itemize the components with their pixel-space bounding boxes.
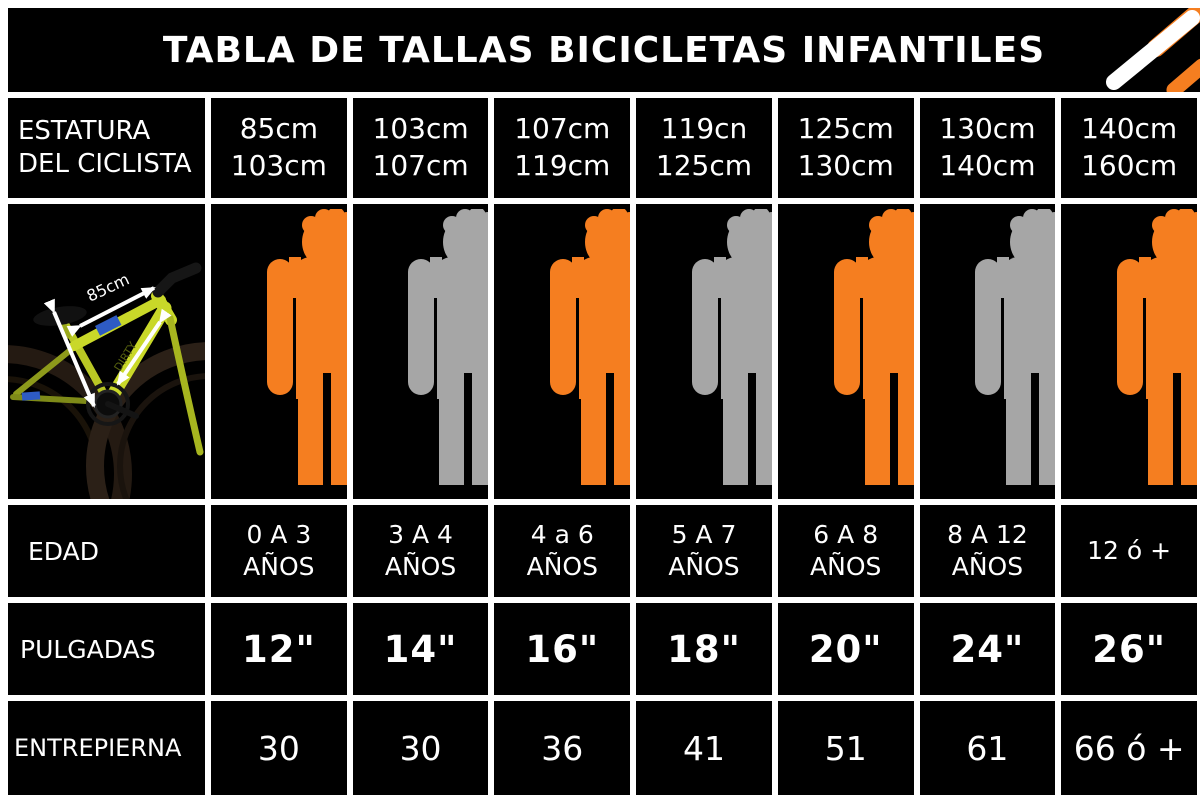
pulgadas-value-cell: 16" (494, 603, 631, 695)
entrepierna-value-cell: 30 (211, 701, 347, 795)
edad-unit: AÑOS (526, 552, 598, 581)
estatura-max: 119cm (514, 149, 611, 182)
pulgadas-value-cell: 24" (919, 603, 1056, 695)
estatura-value-cell: 125cm 130cm (777, 98, 914, 198)
person-silhouette-icon (692, 209, 772, 485)
edad-unit: AÑOS (810, 552, 882, 581)
edad-range: 5 A 7 (671, 519, 737, 549)
edad-value-cell: 12 ó + (1061, 505, 1197, 597)
header-band: TABLA DE TALLAS BICICLETAS INFANTILES (8, 8, 1200, 92)
edad-label-cell: EDAD (8, 505, 205, 597)
pulgadas-label-cell: PULGADAS (8, 603, 205, 695)
estatura-min: 103cm (372, 112, 469, 146)
figure-cell (777, 204, 914, 499)
person-silhouette-icon (975, 209, 1055, 485)
estatura-max: 140cm (939, 149, 1036, 182)
estatura-value-cell: 119cn 125cm (636, 98, 772, 198)
bike-photo-cell: DIRTY 85cm (8, 204, 205, 499)
pulgadas-value-cell: 14" (352, 603, 489, 695)
estatura-max: 160cm (1081, 149, 1178, 182)
estatura-value-cell: 103cm 107cm (352, 98, 489, 198)
edad-label: EDAD (28, 536, 99, 566)
edad-range: 4 a 6 (530, 519, 594, 549)
estatura-value-cell: 85cm 103cm (211, 98, 347, 198)
figure-cell (352, 204, 489, 499)
edad-range: 6 A 8 (813, 519, 879, 549)
estatura-value-cell: 130cm 140cm (919, 98, 1056, 198)
estatura-max: 125cm (655, 149, 753, 182)
estatura-label-line2: DEL CICLISTA (18, 149, 192, 179)
estatura-value-cell: 107cm 119cm (494, 98, 631, 198)
estatura-max: 107cm (372, 149, 469, 182)
person-silhouette-icon (267, 209, 347, 485)
estatura-max: 130cm (797, 149, 894, 182)
person-silhouette-icon (834, 209, 914, 485)
edad-value-cell: 8 A 12 AÑOS (919, 505, 1056, 597)
estatura-min: 107cm (514, 112, 611, 146)
entrepierna-value-cell: 51 (777, 701, 914, 795)
page-title: TABLA DE TALLAS BICICLETAS INFANTILES (162, 29, 1046, 71)
edad-value-cell: 4 a 6 AÑOS (494, 505, 631, 597)
pulgadas-value-cell: 12" (211, 603, 347, 695)
figure-cell (1061, 204, 1197, 499)
estatura-min: 140cm (1081, 112, 1178, 146)
entrepierna-value-cell: 41 (636, 701, 772, 795)
figure-cell (211, 204, 347, 499)
estatura-min: 119cn (660, 112, 748, 146)
standover-arrow (43, 298, 96, 408)
person-silhouette-icon (1117, 209, 1197, 485)
figure-cell (919, 204, 1056, 499)
edad-value-cell: 0 A 3 AÑOS (211, 505, 347, 597)
edad-range: 0 A 3 (246, 519, 312, 549)
pulgadas-value-cell: 26" (1061, 603, 1197, 695)
edad-unit: AÑOS (243, 552, 315, 581)
estatura-value-cell: 140cm 160cm (1061, 98, 1197, 198)
brand-logo (1106, 8, 1200, 92)
estatura-min: 130cm (939, 112, 1036, 146)
person-silhouette-icon (550, 209, 630, 485)
entrepierna-label: ENTREPIERNA (14, 734, 182, 762)
entrepierna-value-cell: 30 (352, 701, 489, 795)
size-table: ESTATURA DEL CICLISTA 85cm 103cm 103cm 1… (8, 98, 1197, 795)
estatura-label-cell: ESTATURA DEL CICLISTA (8, 98, 205, 198)
pulgadas-value-cell: 20" (777, 603, 914, 695)
downtube-arrow (116, 308, 172, 386)
edad-unit: AÑOS (384, 552, 457, 581)
edad-unit: AÑOS (668, 552, 740, 581)
entrepierna-value-cell: 61 (919, 701, 1056, 795)
estatura-max: 103cm (230, 149, 327, 182)
edad-value-cell: 6 A 8 AÑOS (777, 505, 914, 597)
edad-range: 3 A 4 (388, 519, 453, 549)
estatura-label-line1: ESTATURA (18, 115, 151, 146)
edad-value-cell: 5 A 7 AÑOS (636, 505, 772, 597)
edad-range: 12 ó + (1087, 535, 1172, 565)
entrepierna-value-cell: 36 (494, 701, 631, 795)
pulgadas-label: PULGADAS (20, 634, 156, 664)
edad-value-cell: 3 A 4 AÑOS (352, 505, 489, 597)
figure-cell (494, 204, 631, 499)
pulgadas-value-cell: 18" (636, 603, 772, 695)
entrepierna-value-cell: 66 ó + (1061, 701, 1197, 795)
bike-frame-illustration: DIRTY 85cm (8, 204, 205, 499)
person-silhouette-icon (408, 209, 488, 485)
estatura-min: 85cm (239, 112, 318, 146)
figure-cell (636, 204, 772, 499)
edad-range: 8 A 12 (947, 519, 1028, 549)
entrepierna-label-cell: ENTREPIERNA (8, 701, 205, 795)
edad-unit: AÑOS (951, 552, 1024, 581)
estatura-min: 125cm (797, 112, 894, 146)
